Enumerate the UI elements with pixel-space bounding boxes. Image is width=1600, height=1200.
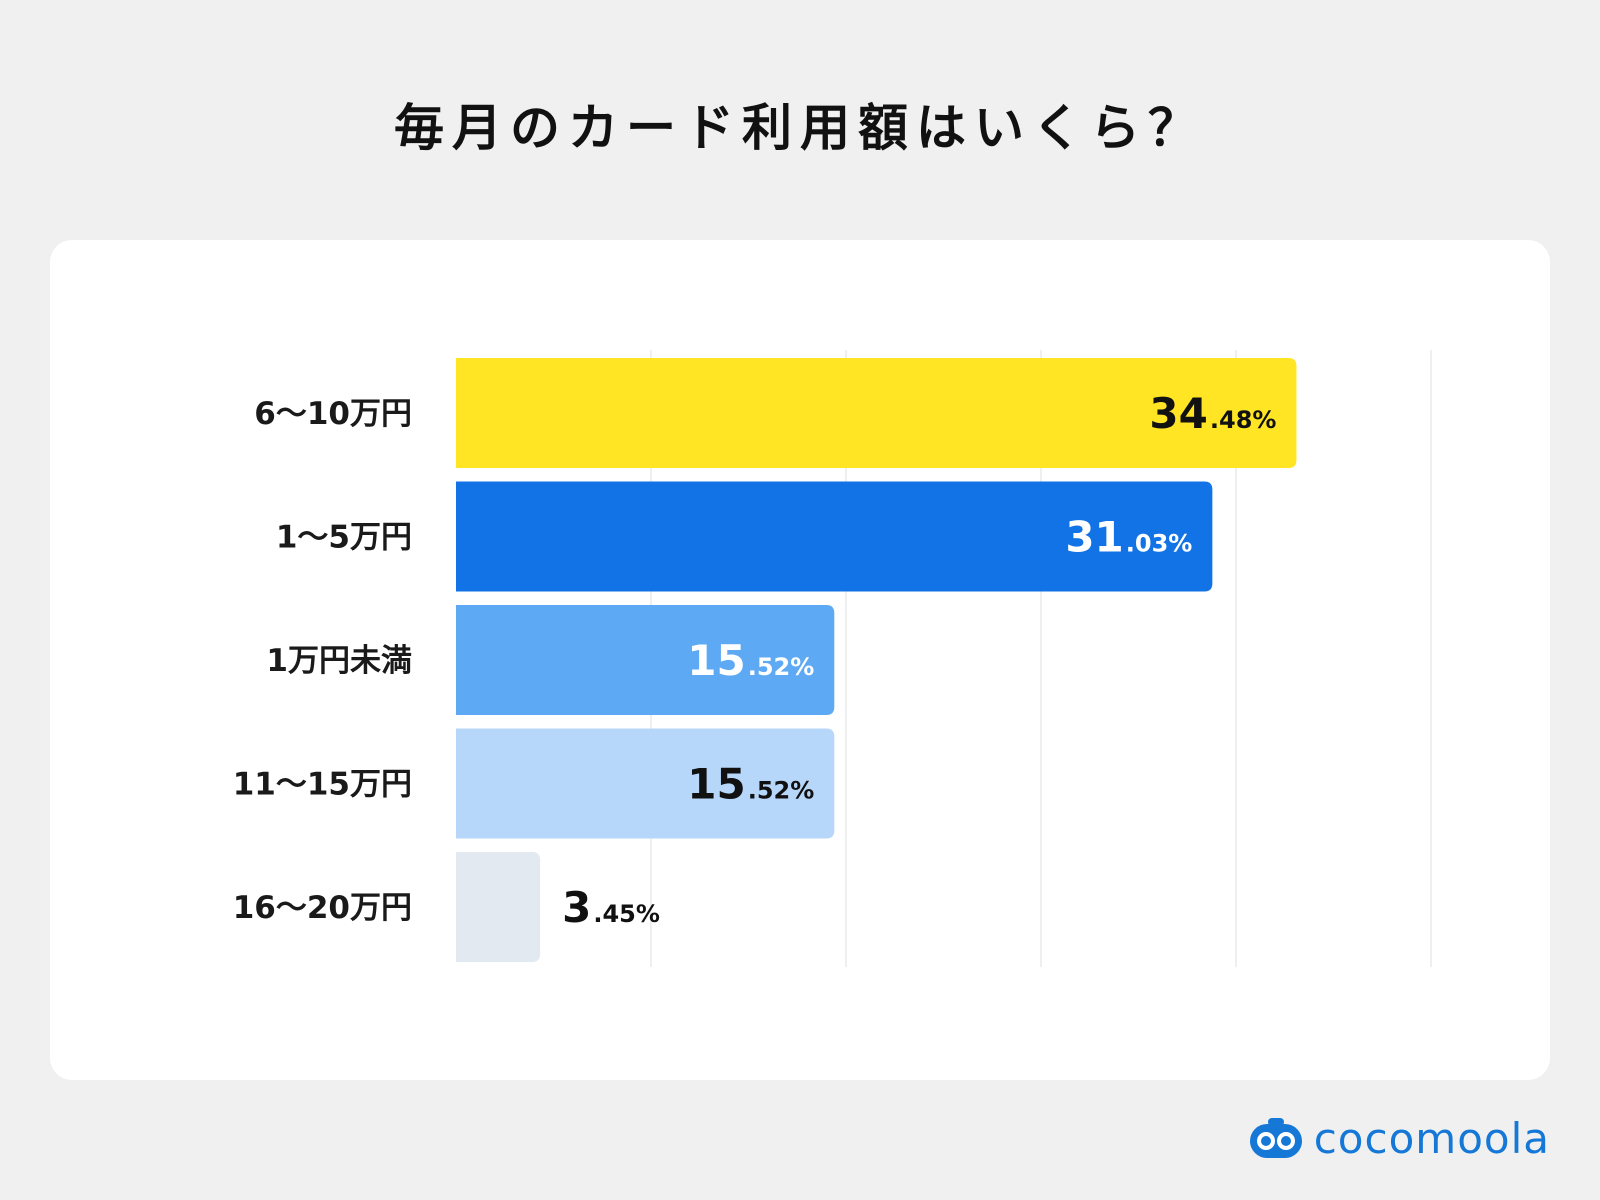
value-label: 15.52% xyxy=(687,636,814,685)
category-label: 11〜15万円 xyxy=(233,767,412,803)
category-label: 16〜20万円 xyxy=(233,890,412,926)
value-label: 31.03% xyxy=(1065,513,1192,562)
brand-name: cocomoola xyxy=(1313,1113,1550,1163)
bar xyxy=(456,728,835,839)
bar xyxy=(456,852,541,962)
bar xyxy=(456,605,835,715)
value-label: 15.52% xyxy=(687,760,814,809)
chart-card: 6〜10万円 34.48% 1〜5万円 31.03% 1万円未満 15.52% 11〜15万… xyxy=(50,240,1550,1080)
bar-chart: 6〜10万円 34.48% 1〜5万円 31.03% 1万円未満 15.52% 11〜15万… xyxy=(233,350,1432,967)
bars: 6〜10万円 34.48% 1〜5万円 31.03% 1万円未満 15.52% 11〜15万… xyxy=(233,358,1297,962)
category-label: 1〜5万円 xyxy=(276,520,412,556)
category-label: 1万円未満 xyxy=(266,643,412,679)
cocomoola-logo-icon xyxy=(1249,1118,1302,1158)
brand-logo: cocomoola xyxy=(1248,1108,1550,1168)
bar xyxy=(456,481,1213,592)
category-label: 6〜10万円 xyxy=(254,396,412,432)
bar xyxy=(456,358,1297,468)
chart-title: 毎月のカード利用額はいくら？ xyxy=(394,99,1206,157)
value-label: 3.45% xyxy=(562,883,660,932)
value-label: 34.48% xyxy=(1149,389,1276,438)
